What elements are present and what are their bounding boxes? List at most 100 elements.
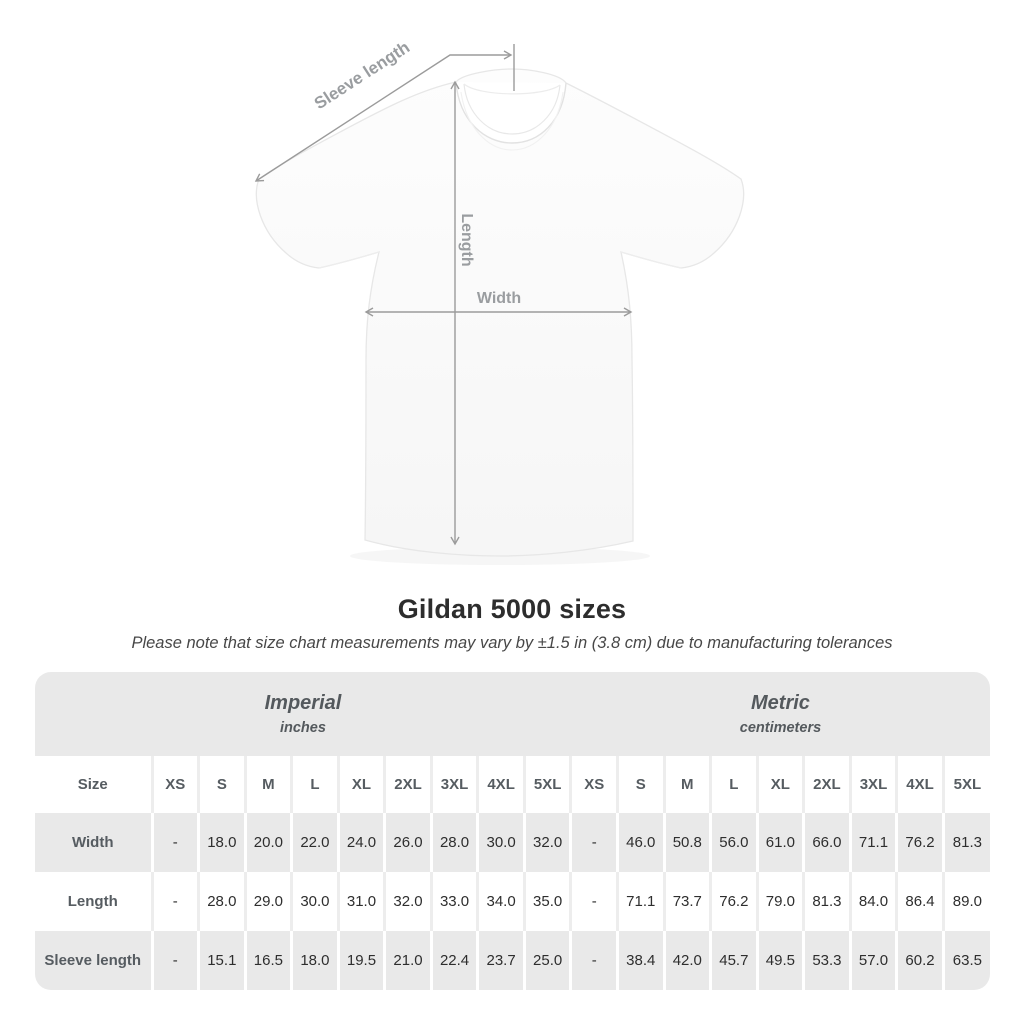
value-cell: 49.5 bbox=[755, 931, 804, 990]
value-cell: 61.0 bbox=[755, 813, 804, 872]
width-label: Width bbox=[477, 290, 521, 307]
value-cell: 32.0 bbox=[383, 872, 432, 931]
value-cell: 18.0 bbox=[197, 813, 246, 872]
value-cell: 22.0 bbox=[290, 813, 339, 872]
value-cell: 26.0 bbox=[383, 813, 432, 872]
metric-band: Metric centimeters bbox=[570, 672, 990, 756]
size-header-row: Size XS S M L XL 2XL 3XL 4XL 5XL XS S M L XL 2XL 3XL 4XL… bbox=[35, 756, 990, 813]
value-cell: 76.2 bbox=[709, 872, 758, 931]
table-body: Width -18.0 20.0 22.0 24.0 26.0 28.0 30.0 32.0-4… bbox=[35, 813, 990, 990]
value-cell: 89.0 bbox=[941, 872, 990, 931]
size-col-header: 3XL bbox=[848, 756, 897, 813]
size-col-header: XS bbox=[569, 756, 618, 813]
size-col-header: 2XL bbox=[383, 756, 432, 813]
value-cell: - bbox=[569, 813, 618, 872]
value-cell: 71.1 bbox=[615, 872, 665, 931]
size-col-header: XL bbox=[336, 756, 385, 813]
size-table-container: Imperial inches Metric centimeters Size … bbox=[35, 672, 990, 990]
value-cell: 19.5 bbox=[336, 931, 385, 990]
value-cell: 71.1 bbox=[848, 813, 897, 872]
value-cell: 18.0 bbox=[290, 931, 339, 990]
tolerance-note: Please note that size chart measurements… bbox=[131, 634, 893, 652]
value-cell: 86.4 bbox=[895, 872, 944, 931]
size-col-header: S bbox=[197, 756, 246, 813]
shirt-seam-left bbox=[318, 251, 380, 269]
size-col-header: 4XL bbox=[476, 756, 525, 813]
table-row: Sleeve length -15.1 16.5 18.0 19.5 21.0 22.4 23… bbox=[35, 931, 990, 990]
size-col-header: M bbox=[243, 756, 292, 813]
value-cell: 60.2 bbox=[895, 931, 944, 990]
value-cell: 30.0 bbox=[290, 872, 339, 931]
row-label: Length bbox=[67, 893, 118, 910]
value-cell: 42.0 bbox=[662, 931, 711, 990]
value-cell: 81.3 bbox=[941, 813, 990, 872]
row-label: Width bbox=[71, 834, 114, 851]
size-col-header: M bbox=[662, 756, 711, 813]
size-col-header: XS bbox=[150, 756, 199, 813]
value-cell: 30.0 bbox=[476, 813, 525, 872]
size-col-header: XL bbox=[755, 756, 804, 813]
value-cell: 57.0 bbox=[848, 931, 897, 990]
sleeve-length-arrow bbox=[254, 50, 513, 182]
value-cell: 66.0 bbox=[802, 813, 851, 872]
value-cell: - bbox=[150, 872, 199, 931]
value-cell: 35.0 bbox=[522, 872, 571, 931]
unit-band-row: Imperial inches Metric centimeters bbox=[35, 672, 990, 756]
table-row: Length -28.0 29.0 30.0 31.0 32.0 33.0 34.0 35.0-… bbox=[35, 872, 990, 931]
imperial-band: Imperial inches bbox=[35, 672, 571, 756]
value-cell: 53.3 bbox=[802, 931, 851, 990]
value-cell: 15.1 bbox=[197, 931, 246, 990]
value-cell: 79.0 bbox=[755, 872, 804, 931]
tshirt-svg: Sleeve length Length Width bbox=[254, 37, 745, 557]
page-title: Gildan 5000 sizes bbox=[397, 594, 627, 624]
size-col-header: 5XL bbox=[522, 756, 571, 813]
value-cell: 31.0 bbox=[336, 872, 385, 931]
value-cell: 20.0 bbox=[243, 813, 292, 872]
size-table: Imperial inches Metric centimeters Size … bbox=[35, 672, 990, 990]
value-cell: 45.7 bbox=[709, 931, 758, 990]
imperial-sublabel: inches bbox=[279, 720, 326, 736]
value-cell: - bbox=[150, 813, 199, 872]
value-cell: 81.3 bbox=[802, 872, 851, 931]
value-cell: 28.0 bbox=[429, 813, 478, 872]
value-cell: 29.0 bbox=[243, 872, 292, 931]
sleeve-length-label: Sleeve length bbox=[311, 38, 413, 114]
value-cell: 76.2 bbox=[895, 813, 944, 872]
value-cell: 25.0 bbox=[522, 931, 571, 990]
value-cell: 46.0 bbox=[615, 813, 665, 872]
value-cell: 63.5 bbox=[941, 931, 990, 990]
value-cell: 56.0 bbox=[709, 813, 758, 872]
value-cell: 73.7 bbox=[662, 872, 711, 931]
size-col-header: 5XL bbox=[941, 756, 990, 813]
table-row: Width -18.0 20.0 22.0 24.0 26.0 28.0 30.0 32.0-4… bbox=[35, 813, 990, 872]
value-cell: 84.0 bbox=[848, 872, 897, 931]
size-col-header: 3XL bbox=[429, 756, 478, 813]
size-col-header: L bbox=[290, 756, 339, 813]
value-cell: 33.0 bbox=[429, 872, 478, 931]
size-corner-header: Size bbox=[77, 776, 108, 793]
caption: Gildan 5000 sizes Please note that size … bbox=[0, 594, 1024, 653]
tshirt-diagram: Sleeve length Length Width bbox=[254, 37, 745, 557]
size-col-header: 4XL bbox=[895, 756, 944, 813]
value-cell: - bbox=[569, 931, 618, 990]
length-label: Length bbox=[458, 213, 475, 266]
size-col-header: 2XL bbox=[802, 756, 851, 813]
size-col-header: L bbox=[709, 756, 758, 813]
shirt-seam-right bbox=[620, 251, 682, 269]
size-col-header: S bbox=[615, 756, 665, 813]
value-cell: 50.8 bbox=[662, 813, 711, 872]
value-cell: 23.7 bbox=[476, 931, 525, 990]
metric-label: Metric bbox=[751, 692, 810, 714]
row-label: Sleeve length bbox=[44, 952, 142, 969]
value-cell: 32.0 bbox=[522, 813, 571, 872]
value-cell: - bbox=[150, 931, 199, 990]
value-cell: 34.0 bbox=[476, 872, 525, 931]
value-cell: 38.4 bbox=[615, 931, 665, 990]
value-cell: 16.5 bbox=[243, 931, 292, 990]
value-cell: 28.0 bbox=[197, 872, 246, 931]
value-cell: - bbox=[569, 872, 618, 931]
metric-sublabel: centimeters bbox=[739, 720, 822, 736]
value-cell: 24.0 bbox=[336, 813, 385, 872]
value-cell: 22.4 bbox=[429, 931, 478, 990]
